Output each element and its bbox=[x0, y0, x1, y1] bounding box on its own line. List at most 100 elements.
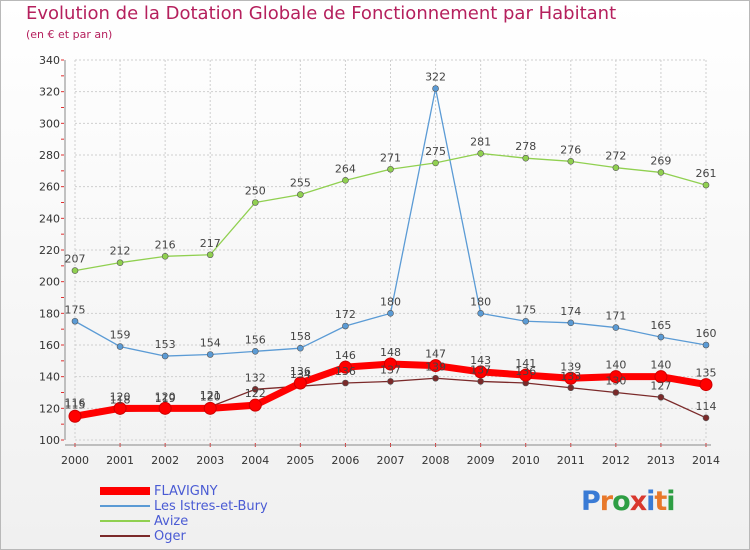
data-label: 135 bbox=[696, 367, 717, 380]
legend-label: Oger bbox=[154, 528, 186, 544]
data-label: 132 bbox=[245, 371, 266, 384]
logo-letter: P bbox=[581, 486, 601, 517]
data-label: 137 bbox=[470, 363, 491, 376]
data-point bbox=[612, 164, 620, 171]
data-point bbox=[432, 159, 439, 167]
data-point bbox=[297, 191, 304, 198]
data-point bbox=[161, 352, 169, 360]
data-point bbox=[297, 344, 304, 352]
logo-letter: t bbox=[654, 486, 667, 517]
data-point bbox=[342, 379, 349, 387]
data-label: 165 bbox=[650, 319, 671, 332]
data-point bbox=[564, 371, 578, 385]
data-label: 139 bbox=[560, 360, 581, 373]
data-label: 207 bbox=[65, 253, 86, 266]
data-label: 136 bbox=[335, 365, 356, 378]
logo-letter: r bbox=[599, 486, 613, 517]
data-point bbox=[387, 165, 394, 173]
data-point bbox=[113, 401, 127, 415]
y-tick-label: 200 bbox=[39, 276, 60, 289]
data-label: 130 bbox=[605, 375, 626, 388]
legend-item-oger: Oger bbox=[100, 528, 186, 544]
data-label: 276 bbox=[560, 143, 581, 156]
data-label: 137 bbox=[380, 363, 401, 376]
data-label: 216 bbox=[155, 238, 176, 251]
data-point bbox=[432, 374, 439, 382]
data-label: 140 bbox=[605, 359, 626, 372]
data-point bbox=[702, 341, 710, 349]
data-point bbox=[387, 310, 394, 317]
data-label: 140 bbox=[650, 359, 671, 372]
data-label: 261 bbox=[696, 167, 717, 180]
data-label: 148 bbox=[380, 346, 401, 359]
data-point bbox=[342, 322, 349, 330]
legend-item-les-istres-et-bury: Les Istres-et-Bury bbox=[100, 498, 268, 514]
data-label: 275 bbox=[425, 145, 446, 158]
legend-swatch bbox=[100, 520, 150, 522]
x-tick-label: 2012 bbox=[602, 454, 630, 467]
data-label: 147 bbox=[425, 348, 446, 361]
data-label: 175 bbox=[515, 303, 536, 316]
y-tick-label: 240 bbox=[39, 212, 60, 225]
data-point bbox=[657, 393, 665, 401]
data-label: 136 bbox=[290, 365, 311, 378]
data-point bbox=[116, 343, 124, 350]
legend-swatch bbox=[100, 487, 150, 495]
data-label: 134 bbox=[290, 368, 311, 381]
y-tick-label: 260 bbox=[39, 181, 60, 194]
data-point bbox=[161, 253, 169, 260]
y-tick-label: 280 bbox=[39, 149, 60, 162]
y-tick-label: 300 bbox=[39, 117, 60, 130]
data-label: 119 bbox=[155, 392, 176, 405]
proxiti-logo: Proxiti bbox=[581, 486, 676, 517]
data-label: 175 bbox=[65, 303, 86, 316]
data-label: 120 bbox=[155, 390, 176, 403]
y-tick-label: 180 bbox=[39, 307, 60, 320]
data-point bbox=[71, 317, 79, 325]
data-point bbox=[251, 348, 259, 355]
data-point bbox=[384, 357, 397, 371]
logo-letter: o bbox=[612, 486, 631, 517]
data-point bbox=[432, 85, 439, 92]
data-label: 217 bbox=[200, 237, 221, 250]
data-label: 133 bbox=[560, 370, 581, 383]
data-point bbox=[116, 259, 124, 266]
legend-label: Avize bbox=[154, 513, 189, 529]
x-tick-label: 2006 bbox=[331, 454, 359, 467]
data-label: 114 bbox=[696, 400, 717, 413]
data-point bbox=[657, 333, 665, 341]
data-point bbox=[519, 368, 533, 382]
data-label: 212 bbox=[110, 245, 131, 258]
data-label: 281 bbox=[470, 135, 491, 148]
data-label: 116 bbox=[65, 397, 86, 410]
data-label: 278 bbox=[515, 140, 536, 153]
data-label: 146 bbox=[335, 349, 356, 362]
data-label: 139 bbox=[425, 360, 446, 373]
legend-item-flavigny: FLAVIGNY bbox=[100, 483, 218, 499]
data-label: 269 bbox=[650, 154, 671, 167]
legend-swatch bbox=[100, 535, 150, 537]
data-point bbox=[477, 310, 484, 317]
x-tick-label: 2008 bbox=[422, 454, 450, 467]
data-label: 264 bbox=[335, 162, 356, 175]
legend-label: FLAVIGNY bbox=[154, 483, 218, 499]
data-point bbox=[567, 319, 575, 327]
data-point bbox=[251, 199, 259, 206]
y-tick-label: 220 bbox=[39, 244, 60, 257]
data-label: 136 bbox=[515, 365, 536, 378]
data-point bbox=[609, 370, 623, 384]
legend-label: Les Istres-et-Bury bbox=[154, 498, 268, 514]
y-tick-label: 160 bbox=[39, 339, 60, 352]
data-point bbox=[68, 409, 82, 423]
data-point bbox=[293, 376, 307, 390]
logo-letter: i bbox=[646, 486, 655, 517]
legend-item-avize: Avize bbox=[100, 513, 189, 529]
data-label: 121 bbox=[200, 389, 221, 402]
data-label: 158 bbox=[290, 330, 311, 343]
data-label: 159 bbox=[110, 329, 131, 342]
x-tick-label: 2011 bbox=[557, 454, 585, 467]
y-tick-label: 340 bbox=[39, 54, 60, 67]
data-point bbox=[477, 378, 484, 385]
data-point bbox=[612, 389, 620, 396]
data-label: 118 bbox=[110, 394, 131, 407]
